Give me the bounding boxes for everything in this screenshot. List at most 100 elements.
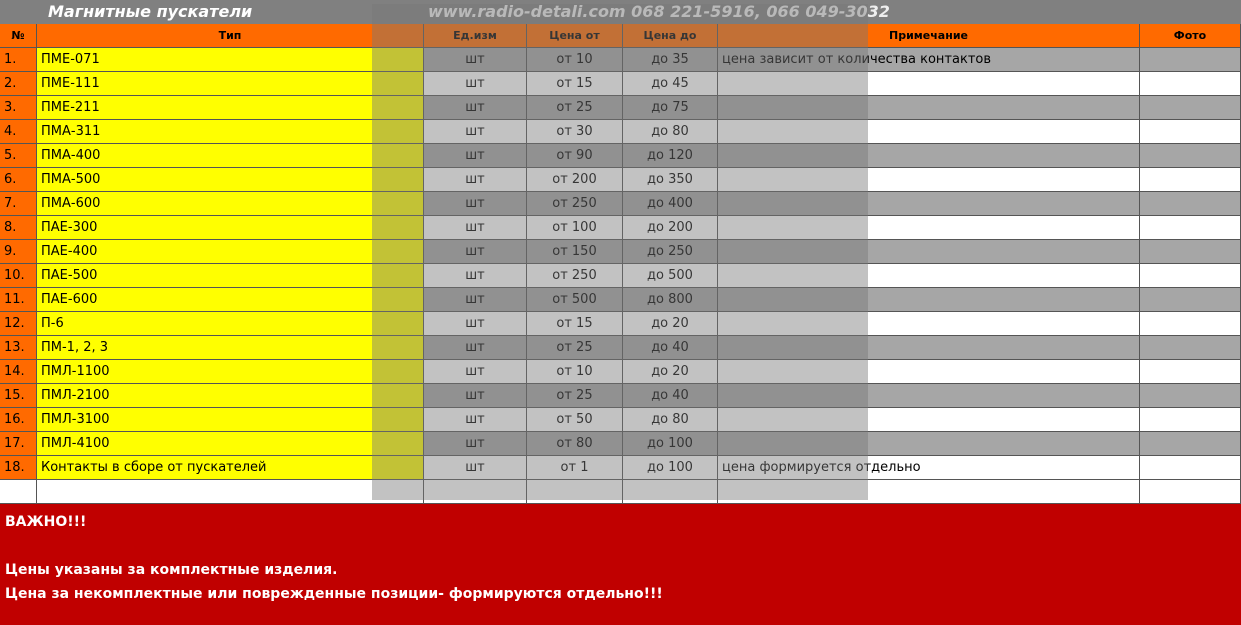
cell	[37, 480, 424, 504]
cell	[1140, 408, 1241, 432]
cell	[1140, 240, 1241, 264]
cell: до 20	[623, 360, 718, 384]
cell: 12.	[0, 312, 37, 336]
cell	[718, 336, 1140, 360]
cell: до 800	[623, 288, 718, 312]
cell: от 80	[527, 432, 623, 456]
column-header: Ед.изм	[424, 24, 527, 48]
cell	[718, 144, 1140, 168]
cell	[1140, 288, 1241, 312]
cell	[718, 384, 1140, 408]
cell: 14.	[0, 360, 37, 384]
cell	[1140, 72, 1241, 96]
cell	[718, 192, 1140, 216]
cell: шт	[424, 264, 527, 288]
cell	[718, 312, 1140, 336]
cell: до 40	[623, 384, 718, 408]
cell: до 40	[623, 336, 718, 360]
cell	[718, 96, 1140, 120]
column-header: Тип	[37, 24, 424, 48]
cell: до 400	[623, 192, 718, 216]
cell: до 35	[623, 48, 718, 72]
cell: 4.	[0, 120, 37, 144]
cell: 10.	[0, 264, 37, 288]
cell	[623, 480, 718, 504]
cell: ПМЛ-3100	[37, 408, 424, 432]
cell: до 80	[623, 120, 718, 144]
cell	[1140, 264, 1241, 288]
cell: до 100	[623, 432, 718, 456]
cell: до 200	[623, 216, 718, 240]
notice-line: Цена за некомплектные или поврежденные п…	[5, 586, 663, 602]
notice: ВАЖНО!!! Цены указаны за комплектные изд…	[0, 504, 1241, 625]
cell: до 80	[623, 408, 718, 432]
cell: до 75	[623, 96, 718, 120]
cell	[424, 480, 527, 504]
cell: от 100	[527, 216, 623, 240]
cell: ПАЕ-300	[37, 216, 424, 240]
cell	[527, 480, 623, 504]
title: Магнитные пускатели	[48, 2, 253, 21]
cell	[718, 480, 1140, 504]
cell: ПМЕ-211	[37, 96, 424, 120]
cell: 7.	[0, 192, 37, 216]
cell: ПАЕ-500	[37, 264, 424, 288]
cell: ПАЕ-600	[37, 288, 424, 312]
cell	[718, 432, 1140, 456]
cell: 5.	[0, 144, 37, 168]
cell	[1140, 48, 1241, 72]
cell: цена формируется отдельно	[718, 456, 1140, 480]
column-header: Примечание	[718, 24, 1140, 48]
cell: до 20	[623, 312, 718, 336]
column-header: Фото	[1140, 24, 1241, 48]
cell: 8.	[0, 216, 37, 240]
cell	[718, 216, 1140, 240]
cell	[1140, 456, 1241, 480]
cell: до 120	[623, 144, 718, 168]
cell	[718, 240, 1140, 264]
cell: ПМЕ-111	[37, 72, 424, 96]
cell: шт	[424, 192, 527, 216]
cell: до 250	[623, 240, 718, 264]
cell	[718, 168, 1140, 192]
cell: шт	[424, 168, 527, 192]
cell: до 45	[623, 72, 718, 96]
cell: шт	[424, 432, 527, 456]
cell	[1140, 336, 1241, 360]
cell	[1140, 96, 1241, 120]
cell	[1140, 480, 1241, 504]
cell: ПМА-600	[37, 192, 424, 216]
cell: 9.	[0, 240, 37, 264]
cell: от 10	[527, 360, 623, 384]
cell: 1.	[0, 48, 37, 72]
cell: до 500	[623, 264, 718, 288]
site: www.radio-detali.com 068 221-5916, 066 0…	[428, 2, 890, 21]
cell: ПМА-400	[37, 144, 424, 168]
cell	[1140, 216, 1241, 240]
cell: 3.	[0, 96, 37, 120]
cell: от 200	[527, 168, 623, 192]
cell: 18.	[0, 456, 37, 480]
cell: от 10	[527, 48, 623, 72]
cell: 6.	[0, 168, 37, 192]
cell: шт	[424, 240, 527, 264]
cell: шт	[424, 384, 527, 408]
cell: от 15	[527, 72, 623, 96]
cell: до 350	[623, 168, 718, 192]
cell: шт	[424, 408, 527, 432]
cell	[718, 288, 1140, 312]
cell	[1140, 360, 1241, 384]
cell	[1140, 312, 1241, 336]
cell	[1140, 192, 1241, 216]
cell: от 150	[527, 240, 623, 264]
cell: цена зависит от количества контактов	[718, 48, 1140, 72]
column-header: Цена до	[623, 24, 718, 48]
cell: от 25	[527, 336, 623, 360]
cell	[1140, 144, 1241, 168]
cell: 16.	[0, 408, 37, 432]
cell: от 25	[527, 96, 623, 120]
cell: 11.	[0, 288, 37, 312]
cell: до 100	[623, 456, 718, 480]
cell	[1140, 384, 1241, 408]
